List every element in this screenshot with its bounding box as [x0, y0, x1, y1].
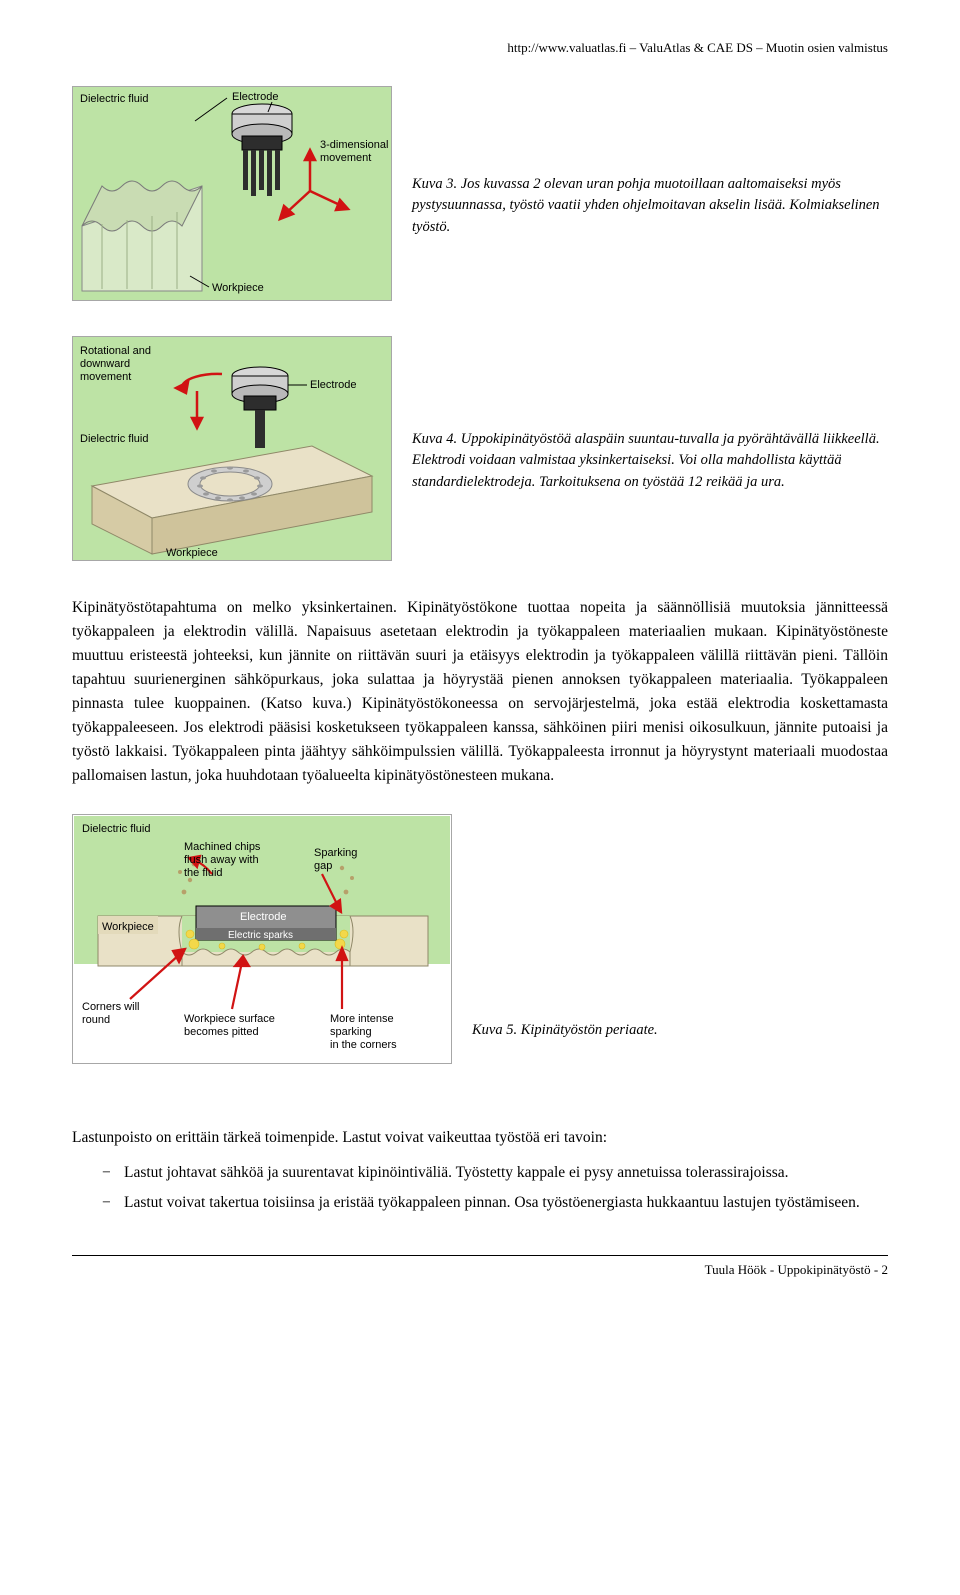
fig5-label-sparks: Electric sparks: [228, 930, 293, 941]
fig5-label-intense-2: sparking: [330, 1026, 372, 1038]
figure-5-caption: Kuva 5. Kipinätyöstön periaate.: [472, 1022, 888, 1069]
fig3-label-movement-2: movement: [320, 152, 371, 164]
bullet-list: Lastut johtavat sähköä ja suurentavat ki…: [72, 1161, 888, 1215]
fig4-label-workpiece: Workpiece: [166, 547, 218, 559]
fig5-label-dielectric: Dielectric fluid: [82, 823, 150, 835]
fig3-label-workpiece: Workpiece: [212, 282, 264, 294]
fig4-label-dielectric: Dielectric fluid: [80, 433, 148, 445]
figure-4-caption: Kuva 4. Uppokipinätyöstöä alaspäin suunt…: [412, 409, 888, 492]
fig4-label-rot-1: Rotational and: [80, 345, 151, 357]
fig5-label-pitted-1: Workpiece surface: [184, 1013, 275, 1025]
fig5-label-corners-2: round: [82, 1014, 110, 1026]
figure-4-diagram: Rotational and downward movement Dielect…: [72, 336, 392, 566]
fig4-label-electrode: Electrode: [310, 379, 356, 391]
bullets-intro: Lastunpoisto on erittäin tärkeä toimenpi…: [72, 1129, 888, 1147]
fig5-label-corners-1: Corners will: [82, 1001, 139, 1013]
bullet-item: Lastut johtavat sähköä ja suurentavat ki…: [102, 1161, 888, 1185]
fig5-label-chips-1: Machined chips: [184, 841, 261, 853]
fig5-label-chips-3: the fluid: [184, 867, 223, 879]
figure-4: Rotational and downward movement Dielect…: [72, 336, 888, 566]
figure-5-diagram: Dielectric fluid Machined chips flush aw…: [72, 814, 452, 1069]
fig3-label-movement-1: 3-dimensional: [320, 139, 388, 151]
fig5-label-intense-1: More intense: [330, 1013, 394, 1025]
fig4-label-rot-3: movement: [80, 371, 131, 383]
figure-3-caption: Kuva 3. Jos kuvassa 2 olevan uran pohja …: [412, 154, 888, 237]
fig4-label-rot-2: downward: [80, 358, 130, 370]
fig5-label-pitted-2: becomes pitted: [184, 1026, 259, 1038]
fig5-label-electrode: Electrode: [240, 911, 286, 923]
fig5-label-sparkgap-1: Sparking: [314, 847, 357, 859]
figure-3: Dielectric fluid Electrode 3-dimensional…: [72, 86, 888, 306]
page-header: http://www.valuatlas.fi – ValuAtlas & CA…: [72, 40, 888, 56]
fig5-label-intense-3: in the corners: [330, 1039, 397, 1051]
fig3-label-electrode: Electrode: [232, 91, 278, 103]
bullet-item: Lastut voivat takertua toisiinsa ja eris…: [102, 1191, 888, 1215]
fig3-label-dielectric: Dielectric fluid: [80, 93, 148, 105]
fig5-label-sparkgap-2: gap: [314, 860, 332, 872]
figure-5: Dielectric fluid Machined chips flush aw…: [72, 814, 888, 1069]
footer-rule: [72, 1255, 888, 1256]
fig5-label-chips-2: flush away with: [184, 854, 259, 866]
body-paragraph-1: Kipinätyöstötapahtuma on melko yksinkert…: [72, 596, 888, 788]
page-footer: Tuula Höök - Uppokipinätyöstö - 2: [72, 1262, 888, 1278]
fig5-label-workpiece: Workpiece: [102, 921, 154, 933]
figure-3-diagram: Dielectric fluid Electrode 3-dimensional…: [72, 86, 392, 306]
